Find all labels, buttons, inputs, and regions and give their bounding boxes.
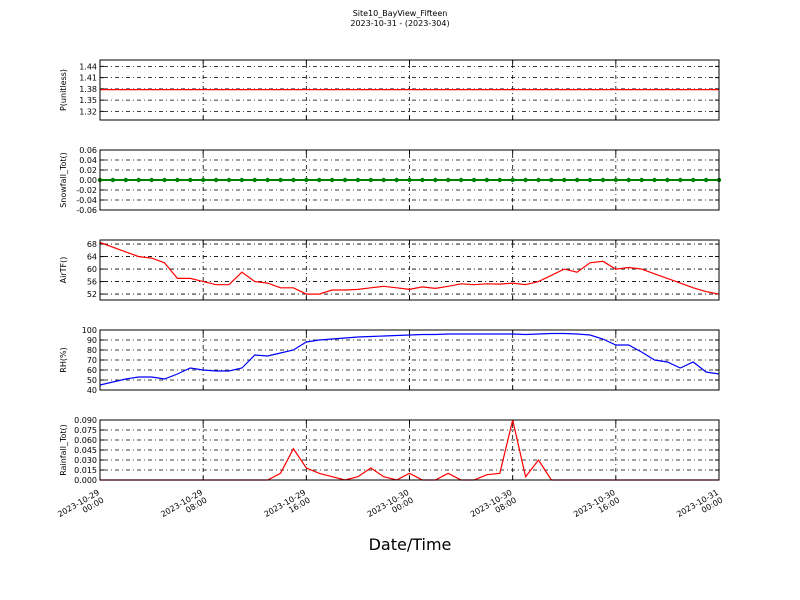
data-point [355, 177, 361, 183]
data-point [639, 177, 644, 183]
y-tick-label: 0.000 [74, 476, 97, 485]
data-point [136, 177, 141, 183]
y-tick-label: 1.44 [79, 62, 97, 71]
data-point [562, 177, 567, 183]
data-point [407, 177, 412, 183]
y-axis-label: RH(%) [59, 347, 68, 372]
data-point [600, 177, 606, 183]
data-point [123, 177, 128, 183]
y-tick-label: 0.00 [79, 176, 97, 185]
data-point [420, 177, 425, 183]
data-line [99, 332, 720, 386]
data-point [329, 177, 335, 183]
data-point [188, 177, 193, 183]
data-point [252, 177, 257, 183]
plot-frame [99, 239, 720, 301]
y-tick-label: 100 [82, 326, 97, 335]
y-axis-label: Rainfall_Tot() [59, 424, 68, 476]
data-point [703, 177, 709, 183]
data-point [536, 177, 541, 183]
y-tick-label: 0.060 [74, 436, 97, 445]
data-point [278, 177, 283, 183]
y-tick-label: 0.030 [74, 456, 97, 465]
y-tick-label: -0.04 [76, 196, 97, 205]
figure-subtitle: 2023-10-31 - (2023-304) [350, 19, 449, 28]
y-tick-label: 0.02 [79, 166, 97, 175]
data-point [200, 177, 206, 183]
data-point [394, 177, 399, 183]
figure-title: Site10_BayView_Fifteen [353, 9, 448, 18]
data-point [523, 177, 528, 183]
data-point [304, 177, 309, 183]
y-axis-label: AirTF() [59, 257, 68, 284]
plot-frame [99, 59, 720, 121]
y-tick-label: 0.075 [74, 426, 97, 435]
data-point [433, 177, 438, 183]
data-point [317, 177, 322, 183]
y-tick-label: 60 [87, 366, 97, 375]
data-point [226, 177, 232, 183]
data-line [99, 241, 720, 295]
data-point [574, 177, 580, 183]
plot-frame [99, 419, 720, 481]
data-point [445, 177, 451, 183]
data-point [239, 177, 245, 183]
data-point [381, 177, 386, 183]
data-point [265, 177, 270, 183]
y-tick-label: 90 [87, 336, 97, 345]
y-tick-label: 68 [87, 240, 97, 249]
y-tick-label: 60 [87, 265, 97, 274]
data-point [175, 177, 180, 183]
data-point [549, 177, 554, 183]
y-tick-label: -0.02 [76, 186, 97, 195]
data-point [678, 177, 683, 183]
data-point [149, 177, 154, 183]
data-point [497, 177, 502, 183]
y-tick-label: 80 [87, 346, 97, 355]
y-tick-label: 0.045 [74, 446, 97, 455]
x-axis-label: Date/Time [369, 535, 452, 554]
data-point [162, 177, 167, 183]
y-tick-label: 70 [87, 356, 97, 365]
data-point [665, 177, 670, 183]
y-axis-label: Snowfall_Tot() [59, 152, 68, 208]
y-tick-label: 64 [87, 253, 97, 262]
y-tick-label: 0.015 [74, 466, 97, 475]
data-point [484, 177, 490, 183]
data-point [368, 177, 374, 183]
plot-frame [99, 149, 720, 211]
data-point [291, 177, 296, 183]
y-tick-label: 40 [87, 386, 97, 395]
data-point [691, 177, 696, 183]
data-point [510, 177, 515, 183]
data-point [471, 177, 477, 183]
data-point [626, 177, 631, 183]
y-tick-label: -0.06 [76, 206, 97, 215]
data-point [613, 177, 619, 183]
y-tick-label: 0.06 [79, 146, 97, 155]
data-point [342, 177, 348, 183]
y-tick-label: 1.38 [79, 85, 97, 94]
data-point [213, 177, 219, 183]
y-tick-label: 1.41 [79, 74, 97, 83]
y-tick-label: 0.04 [79, 156, 97, 165]
y-tick-label: 1.35 [79, 96, 97, 105]
data-point [652, 177, 657, 183]
data-point [110, 177, 116, 183]
y-tick-label: 1.32 [79, 107, 97, 116]
y-tick-label: 50 [87, 376, 97, 385]
data-point [587, 177, 593, 183]
y-tick-label: 52 [87, 290, 97, 299]
y-tick-label: 0.090 [74, 416, 97, 425]
y-axis-label: P(unitless) [59, 69, 68, 111]
y-tick-label: 56 [87, 278, 97, 287]
data-point [458, 177, 464, 183]
plot-frame [99, 329, 720, 391]
